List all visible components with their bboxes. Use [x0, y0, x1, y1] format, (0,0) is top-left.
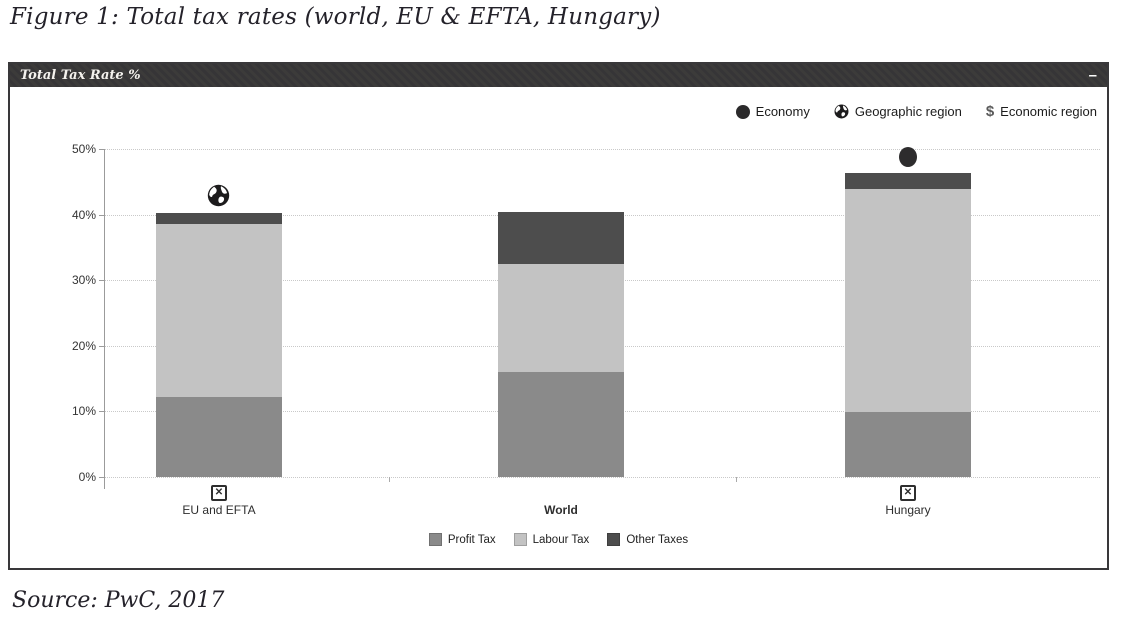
- figure-title: Figure 1: Total tax rates (world, EU & E…: [10, 4, 661, 30]
- x-axis-label-eu-and-efta[interactable]: EU and EFTA: [182, 503, 256, 517]
- y-axis-tick: [99, 149, 104, 150]
- y-axis-label: 0%: [78, 470, 96, 484]
- plot-area: 0% 10% 20% 30% 40% 50% ✕ EU and EFTA World ✕ Hunga…: [72, 142, 1100, 517]
- bar-segment-other-taxes[interactable]: [845, 173, 971, 189]
- legend-item-economy[interactable]: Economy: [735, 104, 810, 119]
- series-swatch: [513, 533, 527, 546]
- y-axis-label: 10%: [71, 404, 96, 419]
- economy-circle-icon: [735, 104, 750, 119]
- bar-segment-other-taxes[interactable]: [498, 211, 624, 264]
- series-label: Labour Tax: [532, 533, 590, 546]
- panel-header: Total Tax Rate % –: [10, 64, 1107, 87]
- bar-segment-profit-tax[interactable]: [845, 412, 971, 477]
- globe-icon: [834, 104, 849, 119]
- broken-image-icon: ✕: [900, 485, 916, 501]
- y-axis-tick: [99, 411, 104, 413]
- bar-segment-labour-tax[interactable]: [845, 189, 971, 413]
- dollar-icon: $: [985, 103, 995, 120]
- bar-segment-profit-tax[interactable]: [156, 396, 282, 477]
- series-swatch: [607, 533, 621, 546]
- series-legend: Profit Tax Labour Tax Other Taxes: [10, 533, 1107, 546]
- series-legend-item-other-taxes[interactable]: Other Taxes: [607, 533, 688, 546]
- y-axis-label: 30%: [71, 273, 96, 288]
- series-label: Profit Tax: [447, 533, 496, 546]
- chart-panel: Total Tax Rate % – Economy Geographic reg…: [8, 62, 1109, 570]
- panel-title: Total Tax Rate %: [20, 68, 141, 83]
- legend-label: Geographic region: [854, 104, 962, 119]
- broken-image-icon: ✕: [211, 485, 227, 501]
- bar-segment-labour-tax[interactable]: [156, 224, 282, 397]
- bar-segment-profit-tax[interactable]: [498, 372, 624, 477]
- series-legend-item-labour-tax[interactable]: Labour Tax: [513, 533, 590, 546]
- x-axis-tick: [735, 477, 737, 482]
- y-axis-tick: [99, 345, 104, 347]
- globe-icon: [207, 184, 230, 212]
- y-axis-line: [104, 149, 105, 489]
- y-axis-label: 40%: [71, 207, 96, 222]
- y-axis-tick: [99, 477, 104, 478]
- bar-segment-other-taxes[interactable]: [156, 212, 282, 225]
- top-legend: Economy Geographic region $ Economic region: [735, 103, 1097, 120]
- source-text: Source: PwC, 2017: [12, 588, 225, 613]
- x-axis-tick: [388, 477, 390, 482]
- x-axis-label-world[interactable]: World: [544, 503, 578, 517]
- legend-label: Economic region: [1000, 104, 1097, 119]
- series-legend-item-profit-tax[interactable]: Profit Tax: [428, 533, 496, 546]
- y-axis-tick: [99, 214, 104, 216]
- series-swatch: [428, 533, 442, 546]
- series-label: Other Taxes: [626, 533, 689, 546]
- y-axis-label: 50%: [71, 142, 96, 156]
- gridline-0%: [105, 477, 1100, 478]
- minimize-icon[interactable]: –: [1088, 66, 1097, 84]
- legend-item-economic-region[interactable]: $ Economic region: [986, 103, 1097, 120]
- legend-item-geographic-region[interactable]: Geographic region: [834, 104, 962, 119]
- y-axis-tick: [99, 280, 104, 282]
- bar-segment-labour-tax[interactable]: [498, 263, 624, 373]
- economy-circle-icon: [899, 147, 917, 168]
- gridline-50%: [105, 149, 1100, 150]
- x-axis-label-hungary[interactable]: Hungary: [885, 503, 931, 517]
- legend-label: Economy: [755, 104, 810, 119]
- y-axis-label: 20%: [71, 338, 96, 353]
